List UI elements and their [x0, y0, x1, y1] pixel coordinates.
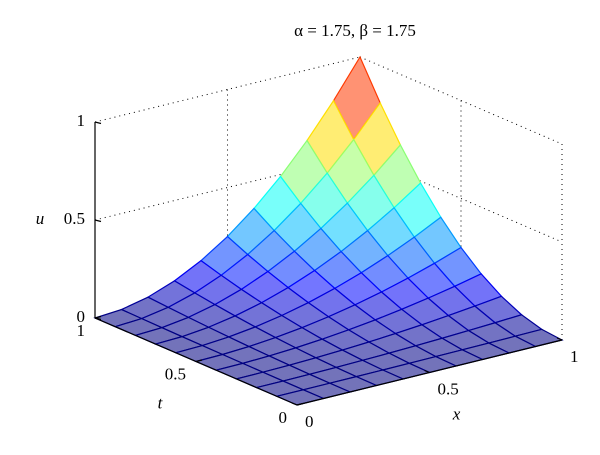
- y-tick: [94, 315, 102, 319]
- z-axis-label: u: [36, 209, 45, 228]
- y-tick-label: 0: [279, 408, 288, 427]
- z-tick-label: 1: [77, 111, 86, 130]
- x-tick: [424, 369, 430, 374]
- x-tick-label: 0.5: [438, 379, 459, 398]
- x-tick-label: 1: [570, 347, 579, 366]
- y-tick: [195, 359, 203, 363]
- y-axis-label: t: [158, 393, 164, 412]
- z-tick-label: 0: [77, 307, 86, 326]
- y-tick-label: 0.5: [165, 364, 186, 383]
- y-tick-label: 1: [77, 321, 86, 340]
- z-tick: [94, 121, 102, 125]
- grid-line: [94, 56, 361, 123]
- z-tick-label: 0.5: [64, 209, 85, 228]
- z-tick: [94, 219, 102, 223]
- x-axis-label: x: [452, 404, 461, 423]
- chart-title: α = 1.75, β = 1.75: [294, 21, 416, 40]
- x-tick-label: 0: [305, 412, 314, 431]
- grid-line: [94, 154, 361, 221]
- x-tick: [556, 337, 563, 341]
- y-tick: [296, 402, 304, 406]
- x-tick: [291, 402, 298, 406]
